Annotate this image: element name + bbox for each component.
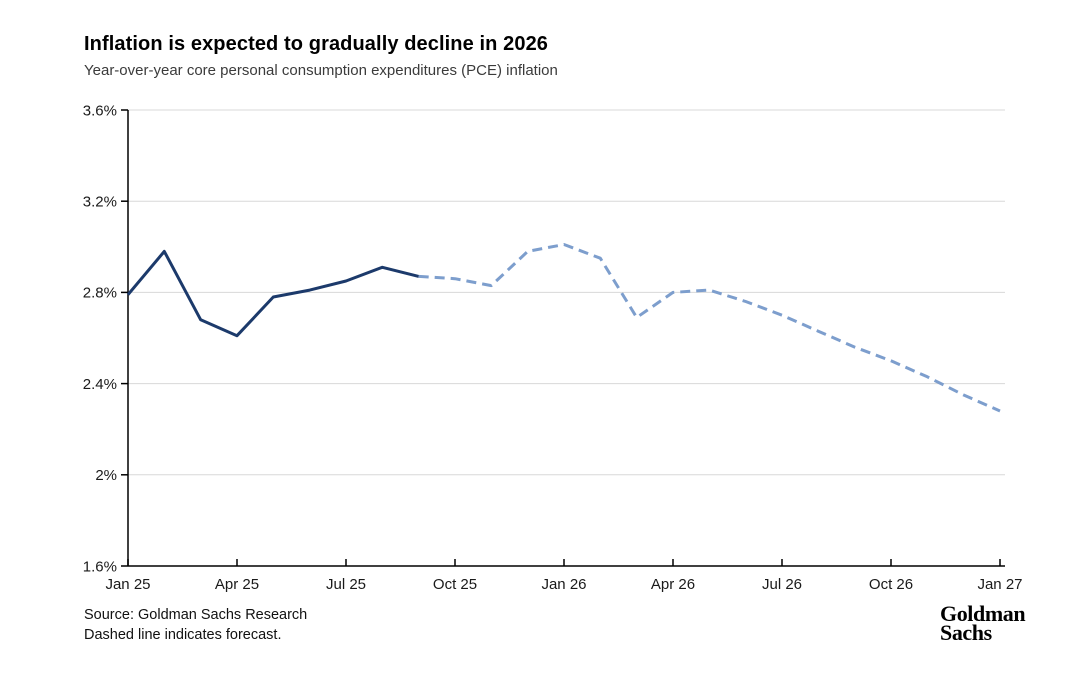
actual-series-line (126, 249, 420, 338)
x-tick-label: Jan 26 (541, 576, 586, 593)
goldman-sachs-logo: Goldman Sachs (940, 601, 1026, 645)
chart-subtitle: Year-over-year core personal consumption… (84, 62, 558, 79)
x-tick-label: Jul 25 (326, 576, 366, 593)
x-tick-label: Apr 25 (215, 576, 259, 593)
y-tick-label: 3.6% (83, 102, 117, 119)
x-tick-label: Jul 26 (762, 576, 802, 593)
forecast-note-text: Dashed line indicates forecast. (84, 627, 282, 643)
x-tick-label: Jan 25 (105, 576, 150, 593)
y-tick-label: 2% (95, 467, 117, 484)
y-tick-label: 3.2% (83, 193, 117, 210)
x-tick-label: Apr 26 (651, 576, 695, 593)
y-tick-label: 2.4% (83, 376, 117, 393)
x-tick-label: Jan 27 (977, 576, 1022, 593)
logo-line-1: Goldman (940, 601, 1026, 626)
forecast-series-line (418, 243, 1001, 413)
y-tick-label: 2.8% (83, 285, 117, 302)
x-tick-label: Oct 26 (869, 576, 913, 593)
page-title: Inflation is expected to gradually decli… (84, 33, 549, 55)
y-tick-label: 1.6% (83, 558, 117, 575)
logo-line-2: Sachs (940, 620, 992, 645)
source-text: Source: Goldman Sachs Research (84, 607, 308, 623)
x-tick-label: Oct 25 (433, 576, 477, 593)
footer-notes: Source: Goldman Sachs Research Dashed li… (84, 605, 307, 645)
